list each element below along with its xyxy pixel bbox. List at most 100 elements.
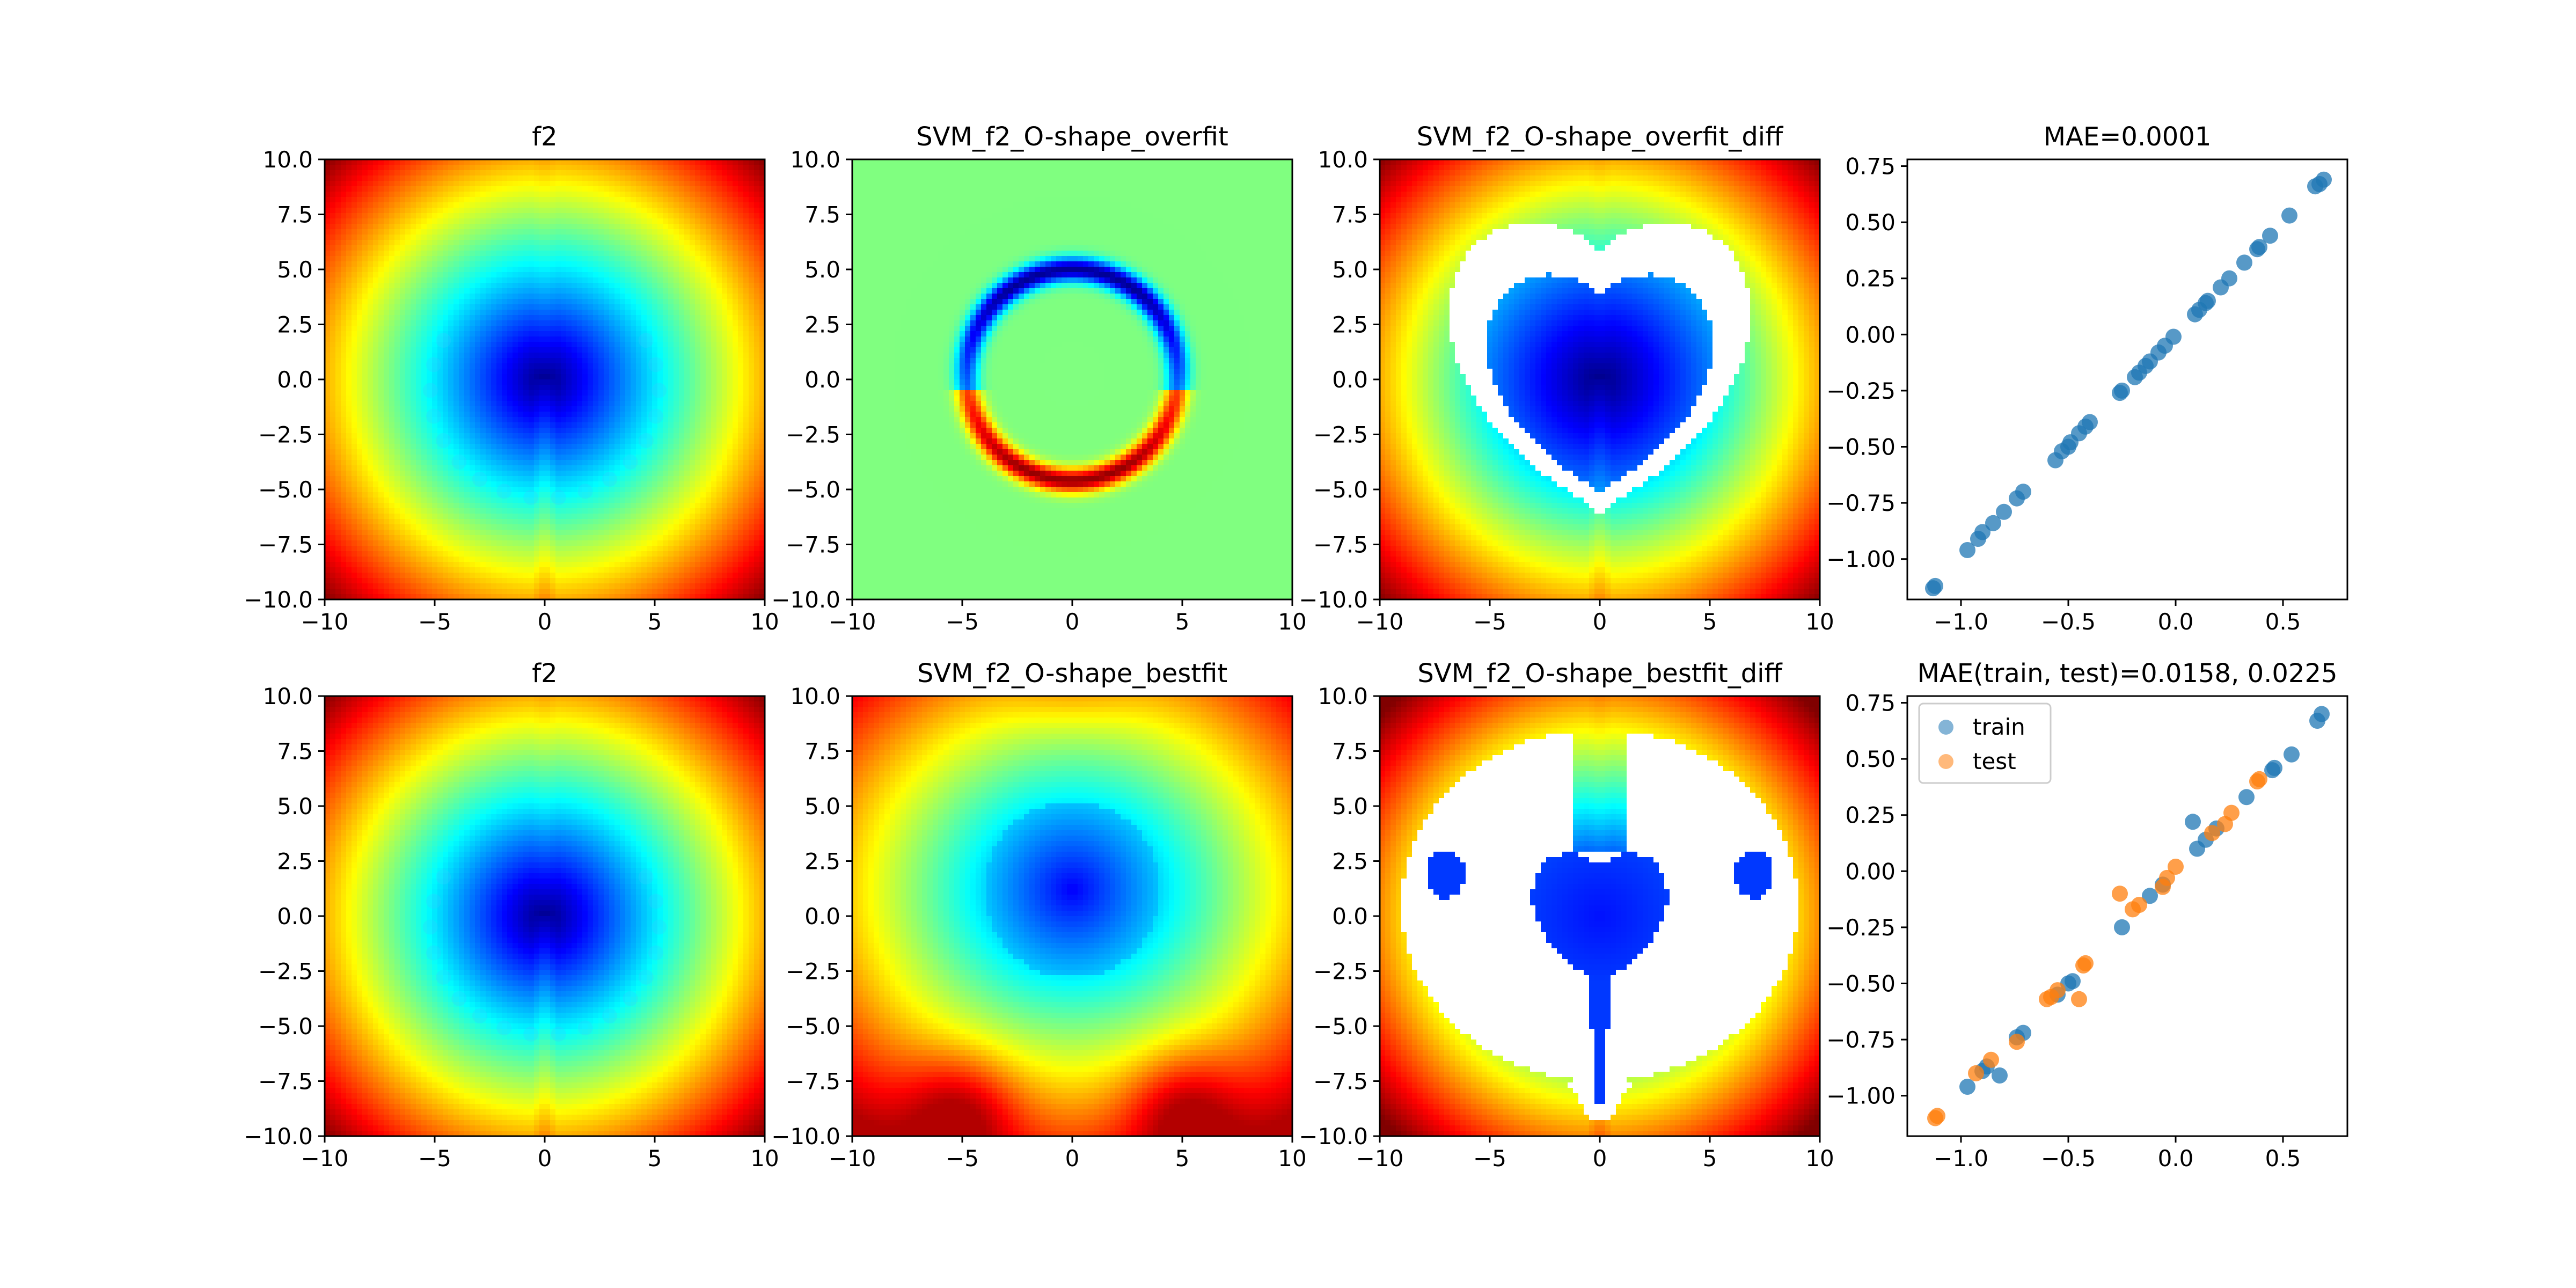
heatmap-cell — [604, 277, 610, 283]
heatmap-cell — [373, 385, 379, 391]
heatmap-cell — [700, 369, 706, 375]
heatmap-cell — [555, 277, 561, 283]
heatmap-cell — [400, 471, 406, 477]
heatmap-cell — [389, 294, 395, 299]
heatmap-cell — [690, 181, 696, 187]
heatmap-cell — [609, 272, 615, 278]
heatmap-cell — [389, 396, 395, 401]
heatmap-cell — [373, 235, 379, 240]
heatmap-cell — [674, 417, 679, 423]
heatmap-cell — [609, 181, 615, 187]
heatmap-cell — [561, 406, 567, 412]
heatmap-cell — [346, 235, 352, 240]
heatmap-cell — [593, 347, 599, 353]
heatmap-cell — [443, 363, 449, 369]
heatmap-cell — [679, 159, 685, 165]
heatmap-cell — [754, 342, 760, 348]
heatmap-cell — [411, 476, 416, 482]
heatmap-cell — [641, 326, 647, 332]
heatmap-cell — [550, 310, 556, 316]
heatmap-cell — [518, 406, 524, 412]
heatmap-cell — [727, 438, 733, 444]
heatmap-cell — [700, 181, 706, 187]
heatmap-cell — [625, 256, 631, 262]
heatmap-cell — [539, 422, 545, 428]
heatmap-cell — [706, 208, 712, 214]
heatmap-cell — [743, 170, 749, 176]
heatmap-cell — [749, 417, 755, 423]
heatmap-cell — [335, 251, 341, 257]
heatmap-cell — [631, 353, 636, 358]
heatmap-cell — [539, 320, 545, 326]
heatmap-cell — [588, 310, 594, 316]
heatmap-cell — [470, 428, 475, 434]
heatmap-cell — [700, 288, 706, 294]
heatmap-cell — [480, 251, 486, 257]
heatmap-cell — [502, 202, 508, 208]
heatmap-cell — [453, 218, 459, 224]
heatmap-cell — [539, 202, 545, 208]
heatmap-cell — [674, 374, 679, 380]
heatmap-cell — [378, 229, 384, 235]
heatmap-cell — [325, 353, 331, 358]
heatmap-cell — [513, 202, 518, 208]
heatmap-cell — [464, 412, 470, 418]
heatmap-cell — [368, 202, 374, 208]
heatmap-cell — [614, 277, 620, 283]
heatmap-cell — [539, 159, 545, 165]
heatmap-cell — [448, 261, 454, 267]
heatmap-cell — [378, 326, 384, 332]
heatmap-cell — [754, 449, 760, 455]
heatmap-cell — [743, 471, 749, 477]
heatmap-cell — [604, 412, 610, 418]
heatmap-cell — [378, 240, 384, 246]
heatmap-cell — [330, 213, 336, 219]
heatmap-cell — [663, 331, 669, 337]
heatmap-cell — [405, 175, 411, 181]
heatmap-cell — [582, 336, 588, 342]
heatmap-cell — [330, 390, 336, 396]
heatmap-cell — [614, 224, 620, 230]
heatmap-cell — [684, 202, 690, 208]
heatmap-cell — [523, 277, 529, 283]
heatmap-cell — [743, 218, 749, 224]
heatmap-cell — [604, 192, 610, 197]
heatmap-cell — [582, 267, 588, 273]
heatmap-cell — [593, 218, 599, 224]
heatmap-cell — [641, 245, 647, 251]
heatmap-cell — [593, 465, 599, 471]
heatmap-cell — [727, 444, 733, 450]
heatmap-cell — [738, 379, 744, 385]
heatmap-cell — [378, 336, 384, 342]
heatmap-cell — [405, 336, 411, 342]
heatmap-cell — [561, 213, 567, 219]
heatmap-cell — [738, 202, 744, 208]
heatmap-cell — [754, 229, 760, 235]
heatmap-cell — [389, 374, 395, 380]
heatmap-cell — [706, 251, 712, 257]
heatmap-cell — [566, 245, 572, 251]
heatmap-cell — [416, 326, 422, 332]
heatmap-cell — [738, 336, 744, 342]
heatmap-cell — [346, 213, 352, 219]
heatmap-cell — [582, 433, 588, 439]
heatmap-cell — [341, 256, 347, 262]
heatmap-cell — [437, 374, 443, 380]
heatmap-cell — [357, 165, 363, 171]
heatmap-cell — [614, 336, 620, 342]
heatmap-cell — [389, 471, 395, 477]
heatmap-cell — [722, 390, 728, 396]
heatmap-cell — [491, 235, 497, 240]
heatmap-cell — [357, 401, 363, 407]
heatmap-cell — [368, 304, 374, 310]
heatmap-cell — [437, 186, 443, 192]
heatmap-cell — [620, 192, 626, 197]
heatmap-cell — [657, 385, 663, 391]
heatmap-cell — [695, 294, 701, 299]
heatmap-cell — [674, 304, 679, 310]
heatmap-cell — [411, 347, 416, 353]
heatmap-cell — [443, 401, 449, 407]
heatmap-cell — [641, 449, 647, 455]
heatmap-cell — [593, 412, 599, 418]
heatmap-cell — [341, 186, 347, 192]
